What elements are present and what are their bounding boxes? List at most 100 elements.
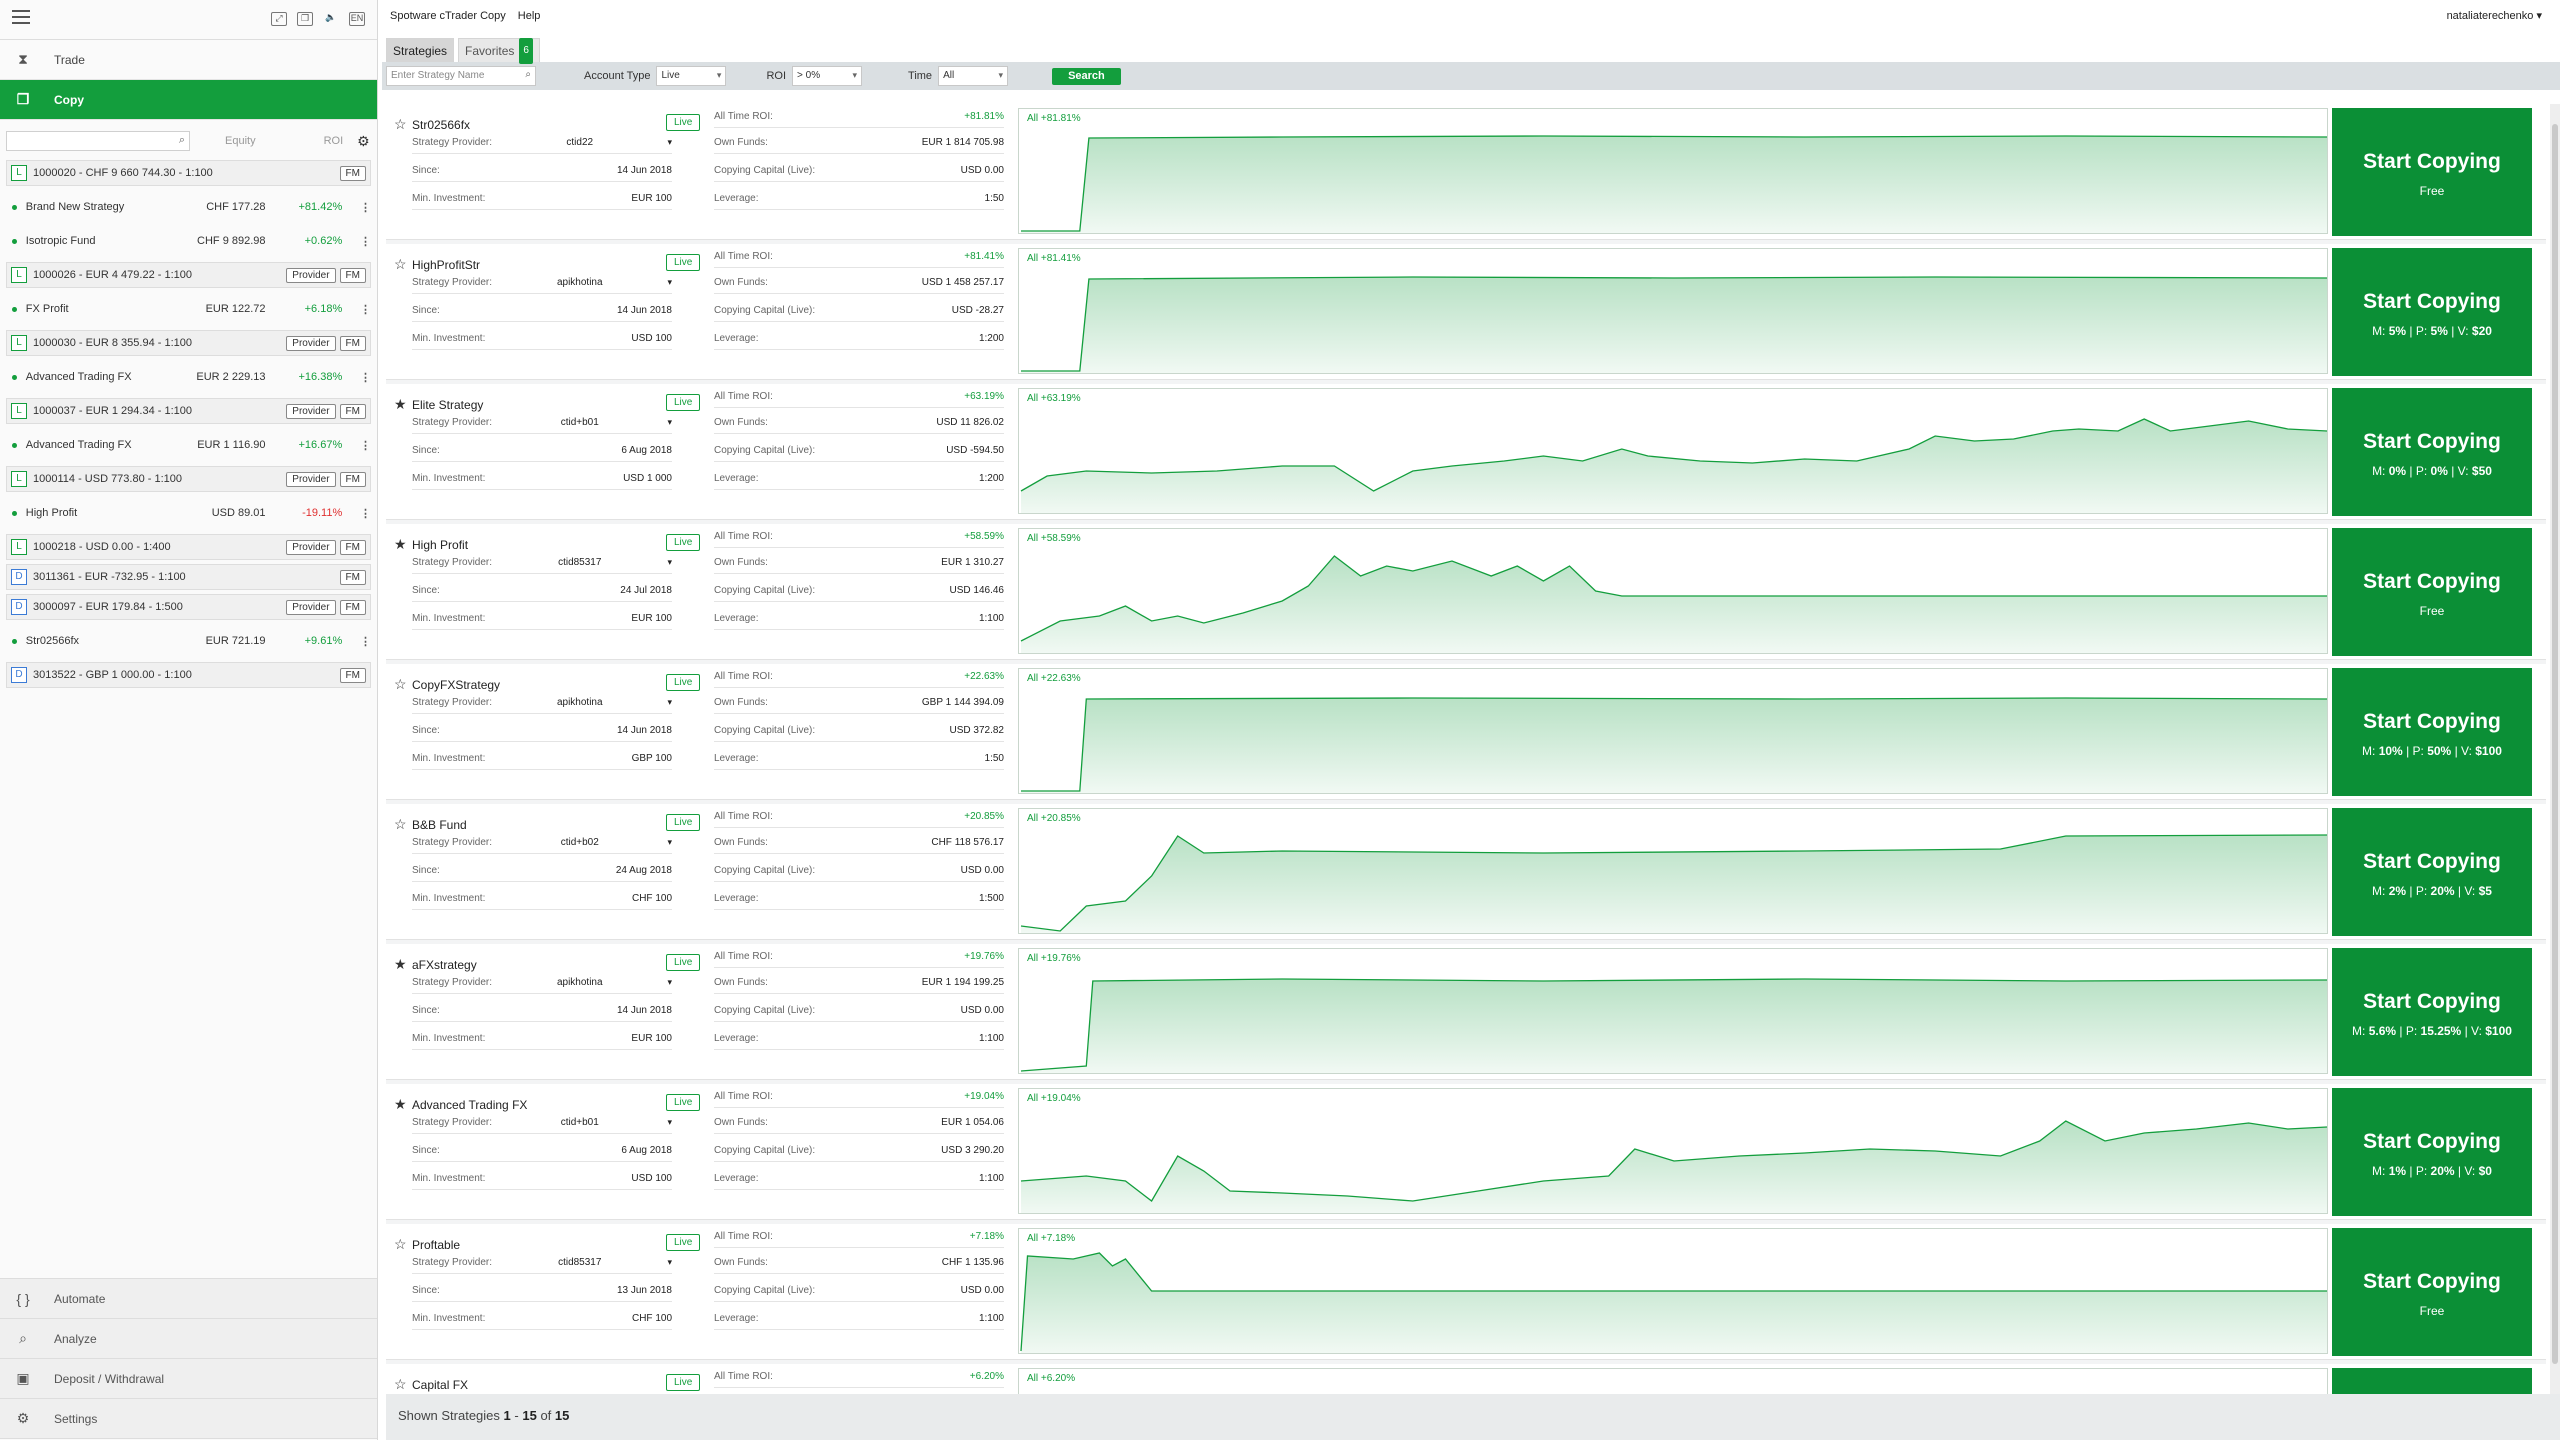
- favorite-star-icon[interactable]: ☆: [394, 256, 407, 272]
- more-options-icon[interactable]: ⋮: [360, 371, 371, 384]
- more-options-icon[interactable]: ⋮: [360, 635, 371, 648]
- nav-analyze[interactable]: ⌕ Analyze: [0, 1319, 377, 1359]
- more-options-icon[interactable]: ⋮: [360, 507, 371, 520]
- fm-button[interactable]: FM: [339, 267, 366, 283]
- app-title[interactable]: Spotware cTrader Copy: [390, 10, 506, 22]
- info-value[interactable]: apikhotina: [556, 277, 603, 288]
- language-icon[interactable]: EN: [349, 12, 365, 26]
- account-row[interactable]: D 3011361 - EUR -732.95 - 1:100 FM: [6, 564, 371, 590]
- subscribed-strategy-row[interactable]: FX Profit EUR 122.72 +6.18% ⋮: [6, 292, 371, 326]
- strategy-name[interactable]: Str02566fx: [412, 118, 471, 132]
- fm-button[interactable]: FM: [339, 165, 366, 181]
- subscribed-strategy-row[interactable]: High Profit USD 89.01 -19.11% ⋮: [6, 496, 371, 530]
- account-row[interactable]: L 1000218 - USD 0.00 - 1:400 Provider FM: [6, 534, 371, 560]
- nav-gear[interactable]: ⚙ Settings: [0, 1399, 377, 1439]
- time-select[interactable]: All: [938, 66, 1009, 86]
- favorite-star-icon[interactable]: ☆: [394, 1236, 407, 1252]
- strategy-search-input[interactable]: Enter Strategy Name ⌕: [386, 66, 536, 86]
- search-button[interactable]: Search: [1052, 67, 1121, 85]
- fm-button[interactable]: FM: [339, 403, 366, 419]
- account-row[interactable]: L 1000114 - USD 773.80 - 1:100 Provider FM: [6, 466, 371, 492]
- account-row[interactable]: L 1000020 - CHF 9 660 744.30 - 1:100 FM: [6, 160, 371, 186]
- strategy-name[interactable]: Elite Strategy: [412, 398, 484, 412]
- start-copying-button[interactable]: Start Copying M: 1% | P: 20% | V: $0: [2332, 1088, 2532, 1216]
- info-value[interactable]: ctid+b01: [560, 417, 599, 428]
- subscribed-strategy-row[interactable]: Advanced Trading FX EUR 1 116.90 +16.67% ⋮: [6, 428, 371, 462]
- fm-button[interactable]: FM: [339, 335, 366, 351]
- favorite-star-filled-icon[interactable]: ★: [394, 1096, 407, 1112]
- sidebar-search-input[interactable]: ⌕: [6, 131, 190, 151]
- subscribed-strategy-row[interactable]: Str02566fx EUR 721.19 +9.61% ⋮: [6, 624, 371, 658]
- info-value[interactable]: apikhotina: [556, 697, 603, 708]
- nav-code-braces[interactable]: { } Automate: [0, 1279, 377, 1319]
- provider-button[interactable]: Provider: [286, 471, 336, 487]
- start-copying-button[interactable]: Start Copying M: 5.6% | P: 15.25% | V: $1…: [2332, 948, 2532, 1076]
- subscribed-strategy-row[interactable]: Advanced Trading FX EUR 2 229.13 +16.38% ⋮: [6, 360, 371, 394]
- strategy-name[interactable]: CopyFXStrategy: [412, 678, 501, 692]
- tab-favorites[interactable]: Favorites 6: [458, 37, 540, 64]
- info-value[interactable]: ctid+b01: [560, 1117, 599, 1128]
- info-value[interactable]: ctid85317: [558, 557, 602, 568]
- provider-button[interactable]: Provider: [286, 539, 336, 555]
- scrollbar-thumb[interactable]: [2552, 124, 2558, 1364]
- info-value[interactable]: ctid85317: [558, 1257, 602, 1268]
- account-row[interactable]: D 3013522 - GBP 1 000.00 - 1:100 FM: [6, 662, 371, 688]
- start-copying-button[interactable]: Start Copying M: 0% | P: 0% | V: $50: [2332, 388, 2532, 516]
- windows-icon[interactable]: ❐: [297, 12, 313, 26]
- account-row[interactable]: L 1000037 - EUR 1 294.34 - 1:100 Provider F…: [6, 398, 371, 424]
- roi-select[interactable]: > 0%: [792, 66, 863, 86]
- account-row[interactable]: L 1000030 - EUR 8 355.94 - 1:100 Provider F…: [6, 330, 371, 356]
- fm-button[interactable]: FM: [339, 599, 366, 615]
- shrink-icon[interactable]: ⤢: [271, 12, 287, 26]
- strategy-name[interactable]: HighProfitStr: [412, 258, 481, 272]
- nav-trade[interactable]: ⧗ Trade: [0, 40, 377, 80]
- start-copying-button[interactable]: Start Copying M: 5% | P: 5% | V: $20: [2332, 248, 2532, 376]
- nav-copy[interactable]: ❐ Copy: [0, 80, 377, 120]
- hamburger-menu-icon[interactable]: [12, 10, 30, 24]
- provider-button[interactable]: Provider: [286, 599, 336, 615]
- favorite-star-icon[interactable]: ☆: [394, 1376, 407, 1392]
- info-value[interactable]: ctid+b02: [560, 837, 599, 848]
- help-menu[interactable]: Help: [517, 10, 541, 22]
- fm-button[interactable]: FM: [339, 667, 366, 683]
- fm-button[interactable]: FM: [339, 471, 366, 487]
- account-row[interactable]: L 1000026 - EUR 4 479.22 - 1:100 Provider F…: [6, 262, 371, 288]
- sound-icon[interactable]: 🔈: [325, 12, 337, 22]
- strategy-name[interactable]: High Profit: [412, 538, 469, 552]
- tab-strategies[interactable]: Strategies: [386, 38, 455, 62]
- favorite-star-icon[interactable]: ☆: [394, 116, 407, 132]
- settings-gear-icon[interactable]: ⚙: [357, 132, 370, 149]
- provider-button[interactable]: Provider: [286, 403, 336, 419]
- favorite-star-icon[interactable]: ☆: [394, 816, 407, 832]
- subscribed-strategy-row[interactable]: Brand New Strategy CHF 177.28 +81.42% ⋮: [6, 190, 371, 224]
- provider-button[interactable]: Provider: [286, 335, 336, 351]
- strategy-name[interactable]: Capital FX: [412, 1378, 469, 1392]
- more-options-icon[interactable]: ⋮: [360, 235, 371, 248]
- fm-button[interactable]: FM: [339, 539, 366, 555]
- favorite-star-icon[interactable]: ☆: [394, 676, 407, 692]
- start-copying-button[interactable]: Start Copying M: 10% | P: 50% | V: $100: [2332, 668, 2532, 796]
- strategy-name[interactable]: aFXstrategy: [412, 958, 477, 972]
- subscribed-strategy-row[interactable]: Isotropic Fund CHF 9 892.98 +0.62% ⋮: [6, 224, 371, 258]
- favorite-star-filled-icon[interactable]: ★: [394, 396, 407, 412]
- favorite-star-filled-icon[interactable]: ★: [394, 536, 407, 552]
- info-value[interactable]: apikhotina: [556, 977, 603, 988]
- start-copying-button[interactable]: Start Copying M: 2% | P: 20% | V: $5: [2332, 808, 2532, 936]
- nav-wallet[interactable]: ▣ Deposit / Withdrawal: [0, 1359, 377, 1399]
- user-menu[interactable]: nataliaterechenko ▾: [2447, 9, 2542, 22]
- more-options-icon[interactable]: ⋮: [360, 303, 371, 316]
- scrollbar[interactable]: [2550, 104, 2560, 1394]
- account-row[interactable]: D 3000097 - EUR 179.84 - 1:500 Provider FM: [6, 594, 371, 620]
- strategy-name[interactable]: B&B Fund: [412, 818, 467, 832]
- account-type-select[interactable]: Live: [656, 66, 727, 86]
- provider-button[interactable]: Provider: [286, 267, 336, 283]
- more-options-icon[interactable]: ⋮: [360, 201, 371, 214]
- favorite-star-filled-icon[interactable]: ★: [394, 956, 407, 972]
- strategy-name[interactable]: Advanced Trading FX: [412, 1098, 528, 1112]
- more-options-icon[interactable]: ⋮: [360, 439, 371, 452]
- info-value[interactable]: ctid22: [566, 137, 594, 148]
